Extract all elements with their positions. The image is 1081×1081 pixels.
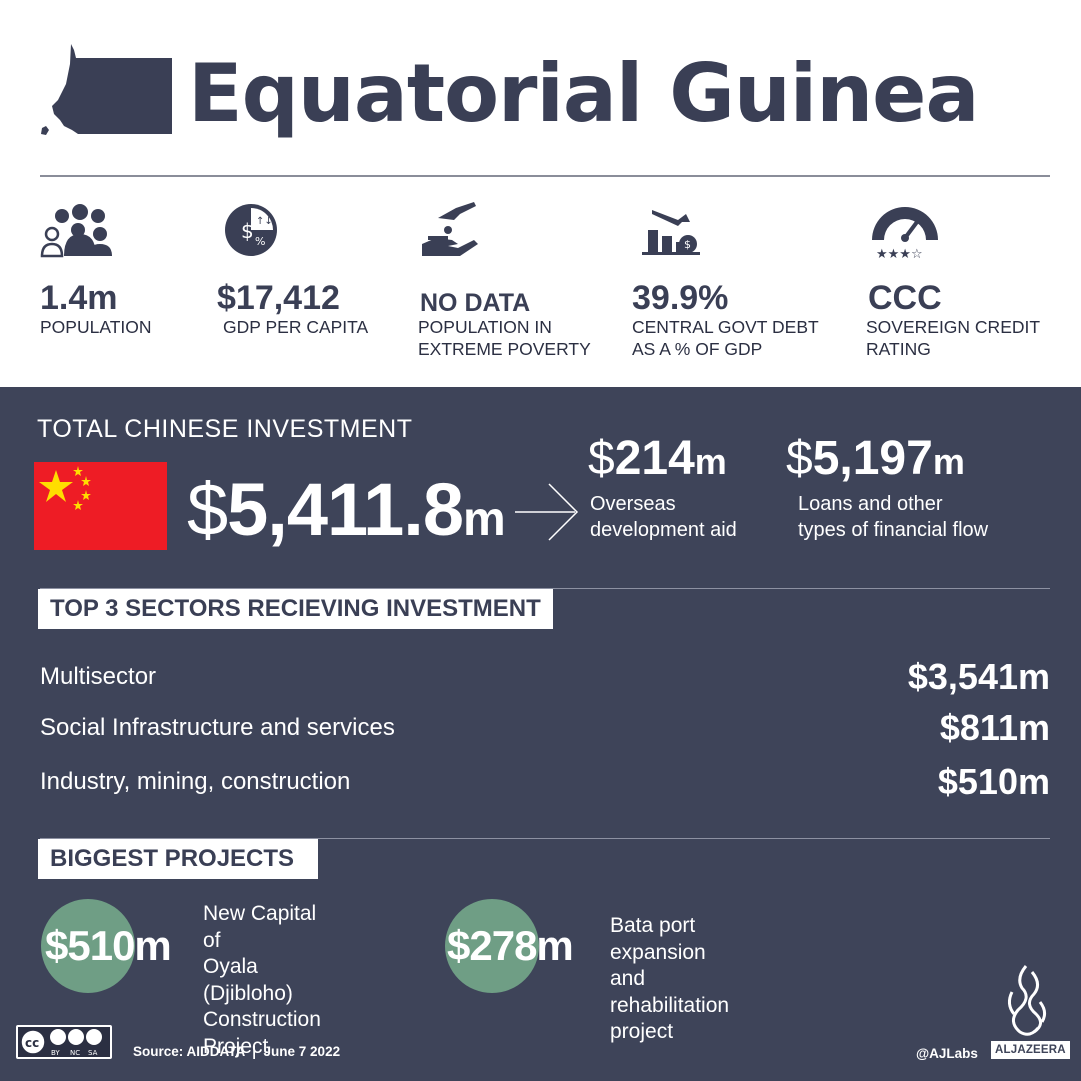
stat-value: 1.4m [40, 279, 118, 317]
project-circle [445, 899, 539, 993]
al-jazeera-logo-icon [1007, 965, 1047, 1036]
currency-symbol: $ [588, 432, 615, 485]
stat-label: POPULATION [40, 317, 152, 337]
population-icon [40, 204, 112, 258]
aid-number: 214 [614, 432, 695, 485]
stat-label: POPULATION IN EXTREME POVERTY [418, 317, 591, 359]
cc-nc-text: NC [70, 1049, 80, 1057]
loans-label: Loans and other types of financial flow [798, 493, 989, 541]
cc-by-text: BY [51, 1049, 60, 1057]
total-number: 5,411.8 [227, 468, 464, 551]
total-investment-value: $5,411.8m [187, 465, 506, 565]
sector-row: Social Infrastructure and services $811m [40, 703, 1050, 753]
sector-value: $3,541m [907, 656, 1050, 697]
loans-value: $5,197m [786, 431, 965, 490]
stat-label: SOVEREIGN CREDIT RATING [866, 317, 1041, 359]
arrow-right-icon [515, 483, 579, 541]
stat-value: $17,412 [217, 279, 340, 317]
creative-commons-license-icon: cc BY NC SA [16, 1025, 112, 1059]
svg-text:$: $ [241, 219, 254, 243]
hand-giving-icon [422, 202, 478, 256]
total-investment-label: TOTAL CHINESE INVESTMENT [37, 415, 413, 443]
china-flag-icon [34, 462, 167, 550]
currency-symbol: $ [187, 468, 228, 551]
svg-text:cc: cc [25, 1036, 39, 1050]
svg-text:↑↓: ↑↓ [256, 216, 273, 227]
header-divider [40, 175, 1050, 177]
stat-label: CENTRAL GOVT DEBT AS A % OF GDP [632, 317, 819, 359]
project-circle [41, 899, 135, 993]
aid-value: $214m [588, 431, 727, 490]
stat-label: GDP PER CAPITA [223, 317, 369, 337]
loans-number: 5,197 [812, 432, 933, 485]
project-value: $278m [447, 922, 574, 969]
aid-label: Overseas development aid [590, 493, 737, 541]
section-divider [40, 838, 1050, 839]
sector-row: Multisector $3,541m [40, 652, 1050, 702]
sector-name: Industry, mining, construction [40, 768, 351, 795]
social-handle: @AJLabs [916, 1046, 978, 1061]
svg-text:$: $ [684, 238, 691, 251]
projects-heading: BIGGEST PROJECTS [38, 839, 319, 879]
credit-gauge-icon: ★★★☆ [872, 207, 938, 260]
sector-name: Multisector [40, 663, 157, 690]
debt-chart-icon: $ [642, 210, 700, 255]
sectors-heading: TOP 3 SECTORS RECIEVING INVESTMENT [38, 589, 553, 629]
brand-logo-text: ALJAZEERA [991, 1041, 1070, 1059]
gdp-coin-icon: $ ↑↓ % [225, 204, 277, 256]
project-label: Bata port expansion and rehabilitation p… [610, 914, 730, 1043]
svg-text:%: % [255, 235, 265, 248]
project-label: New Capital of Oyala (Djibloho) Construc… [203, 902, 321, 1058]
page-title: Equatorial Guinea [188, 47, 979, 140]
aid-unit: m [694, 441, 727, 482]
loans-unit: m [932, 441, 965, 482]
sector-row: Industry, mining, construction $510m [40, 757, 1050, 807]
stat-value: 39.9% [632, 279, 729, 317]
sector-value: $811m [939, 707, 1050, 748]
svg-text:★★★☆: ★★★☆ [876, 247, 923, 260]
sector-value: $510m [937, 761, 1050, 802]
section-divider [40, 588, 1050, 589]
project-value: $510m [45, 922, 172, 969]
stat-value: NO DATA [420, 289, 531, 317]
investment-panel: TOTAL CHINESE INVESTMENT $5,411.8m $214m… [0, 387, 1081, 1081]
source-credit: Source: AIDDATA | June 7 2022 [133, 1044, 341, 1059]
total-unit: m [462, 493, 506, 546]
stat-value: CCC [868, 279, 942, 317]
equatorial-guinea-map-icon [41, 44, 172, 135]
currency-symbol: $ [786, 432, 813, 485]
sector-name: Social Infrastructure and services [40, 714, 395, 741]
cc-sa-text: SA [88, 1049, 98, 1057]
